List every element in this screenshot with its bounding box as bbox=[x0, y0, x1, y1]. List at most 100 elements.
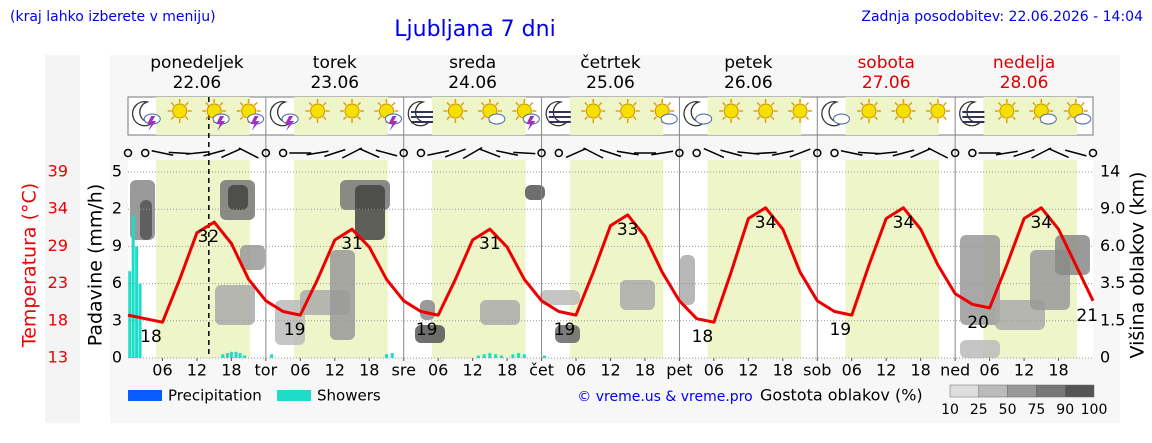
left-panel bbox=[45, 55, 80, 423]
precip-bar bbox=[131, 215, 135, 358]
day-date: 23.06 bbox=[310, 73, 359, 93]
precip-tick-label: 6 bbox=[112, 273, 122, 292]
cloud-patch bbox=[555, 325, 580, 343]
moon bbox=[959, 101, 983, 127]
wind-calm bbox=[950, 148, 960, 158]
sun-ray bbox=[322, 116, 327, 121]
wind-barb bbox=[513, 151, 536, 155]
wind-barb bbox=[444, 148, 466, 158]
y-tick-label: 13 bbox=[48, 348, 68, 367]
sun-ray bbox=[529, 101, 534, 106]
sun-ray bbox=[357, 101, 362, 106]
day-name: četrtek bbox=[580, 53, 641, 73]
wind-barb bbox=[496, 149, 519, 157]
wind-barb bbox=[1064, 149, 1087, 157]
x-tick-label: 12 bbox=[876, 361, 896, 380]
wind-barb bbox=[375, 149, 398, 157]
wind-barb bbox=[616, 150, 639, 156]
precip-bar bbox=[229, 351, 233, 358]
x-tick-label: 06 bbox=[290, 361, 310, 380]
lightning bbox=[285, 116, 295, 131]
sun-ray bbox=[1046, 101, 1051, 106]
wind-calm bbox=[140, 148, 150, 158]
wind-barb bbox=[185, 151, 208, 155]
wind-barb bbox=[927, 147, 949, 159]
x-tick-label: 18 bbox=[497, 361, 517, 380]
sun bbox=[723, 103, 739, 119]
wind-barb bbox=[1048, 147, 1069, 159]
lightning bbox=[526, 116, 536, 131]
sun-ray bbox=[997, 116, 1002, 121]
day-date: 26.06 bbox=[724, 73, 773, 93]
sun bbox=[447, 103, 463, 119]
extreme-label: 34 bbox=[893, 213, 915, 233]
sun-ray bbox=[653, 116, 658, 121]
sun-ray bbox=[805, 116, 810, 121]
wind-calm bbox=[830, 148, 839, 158]
x-tick-label: 12 bbox=[738, 361, 758, 380]
lightning bbox=[388, 116, 398, 131]
sun-ray bbox=[722, 116, 726, 121]
sun-ray bbox=[515, 101, 520, 106]
y-axis-title: Temperatura (°C) bbox=[19, 183, 41, 348]
x-tick-label: sre bbox=[392, 361, 416, 380]
sun-ray bbox=[805, 101, 810, 106]
precip-tick-label: 5 bbox=[112, 162, 122, 181]
day-name: ponedeljek bbox=[150, 53, 244, 73]
cloud-patch bbox=[355, 185, 385, 240]
cloud-patch bbox=[620, 280, 655, 310]
sun-ray bbox=[770, 101, 775, 106]
sun bbox=[172, 103, 188, 119]
sun-ray bbox=[618, 116, 623, 121]
sun-ray bbox=[598, 101, 603, 106]
wind-barb bbox=[221, 147, 242, 159]
sun-ray bbox=[184, 116, 189, 121]
precip-tick-label: 9 bbox=[112, 236, 122, 255]
wind-calm bbox=[399, 148, 408, 158]
cloud-patch bbox=[540, 290, 580, 305]
cloud-patch bbox=[960, 340, 1000, 358]
day-date: 27.06 bbox=[862, 73, 911, 93]
wind-barb bbox=[324, 148, 346, 158]
precip-tick-label: 2 bbox=[112, 199, 122, 218]
x-tick-label: čet bbox=[529, 361, 554, 380]
daylight bbox=[845, 160, 940, 358]
x-tick-label: ned bbox=[940, 361, 970, 380]
daylight-icon bbox=[845, 97, 940, 135]
sun-ray bbox=[874, 101, 878, 106]
x-tick-label: 06 bbox=[842, 361, 862, 380]
sun-ray bbox=[756, 101, 761, 106]
sun-ray bbox=[1011, 116, 1016, 121]
x-tick-label: 06 bbox=[152, 361, 172, 380]
wind-barb bbox=[427, 149, 450, 157]
sun-ray bbox=[1032, 101, 1037, 106]
wind-barb bbox=[703, 147, 725, 159]
sun-ray bbox=[770, 116, 775, 121]
sun-ray bbox=[377, 101, 382, 106]
wind-barb bbox=[1031, 147, 1052, 159]
wind-barb bbox=[599, 148, 622, 158]
sun-ray bbox=[894, 116, 899, 121]
y2-tick-label: 6.0 bbox=[1100, 236, 1125, 255]
extreme-label: 18 bbox=[140, 327, 162, 347]
wind-barb bbox=[995, 150, 1018, 156]
precip-bar bbox=[494, 354, 498, 358]
wind-calm bbox=[554, 148, 564, 158]
precip-bar bbox=[499, 355, 503, 358]
precip-bar bbox=[225, 353, 229, 358]
y-tick-label: 23 bbox=[48, 273, 68, 292]
cloud-patch bbox=[215, 285, 255, 325]
x-tick-label: 12 bbox=[187, 361, 207, 380]
sun-ray bbox=[1032, 116, 1037, 121]
sun bbox=[585, 103, 601, 119]
x-tick-label: 06 bbox=[704, 361, 724, 380]
cloud-patch bbox=[228, 185, 248, 210]
sun-ray bbox=[460, 116, 465, 121]
cloud-scale-label: 10 bbox=[941, 402, 959, 418]
extreme-label: 31 bbox=[479, 234, 501, 254]
sun-ray bbox=[1066, 101, 1071, 106]
lightning bbox=[216, 116, 226, 131]
sun-ray bbox=[618, 101, 623, 106]
moon bbox=[683, 101, 707, 127]
y-tick-label: 39 bbox=[48, 162, 68, 181]
